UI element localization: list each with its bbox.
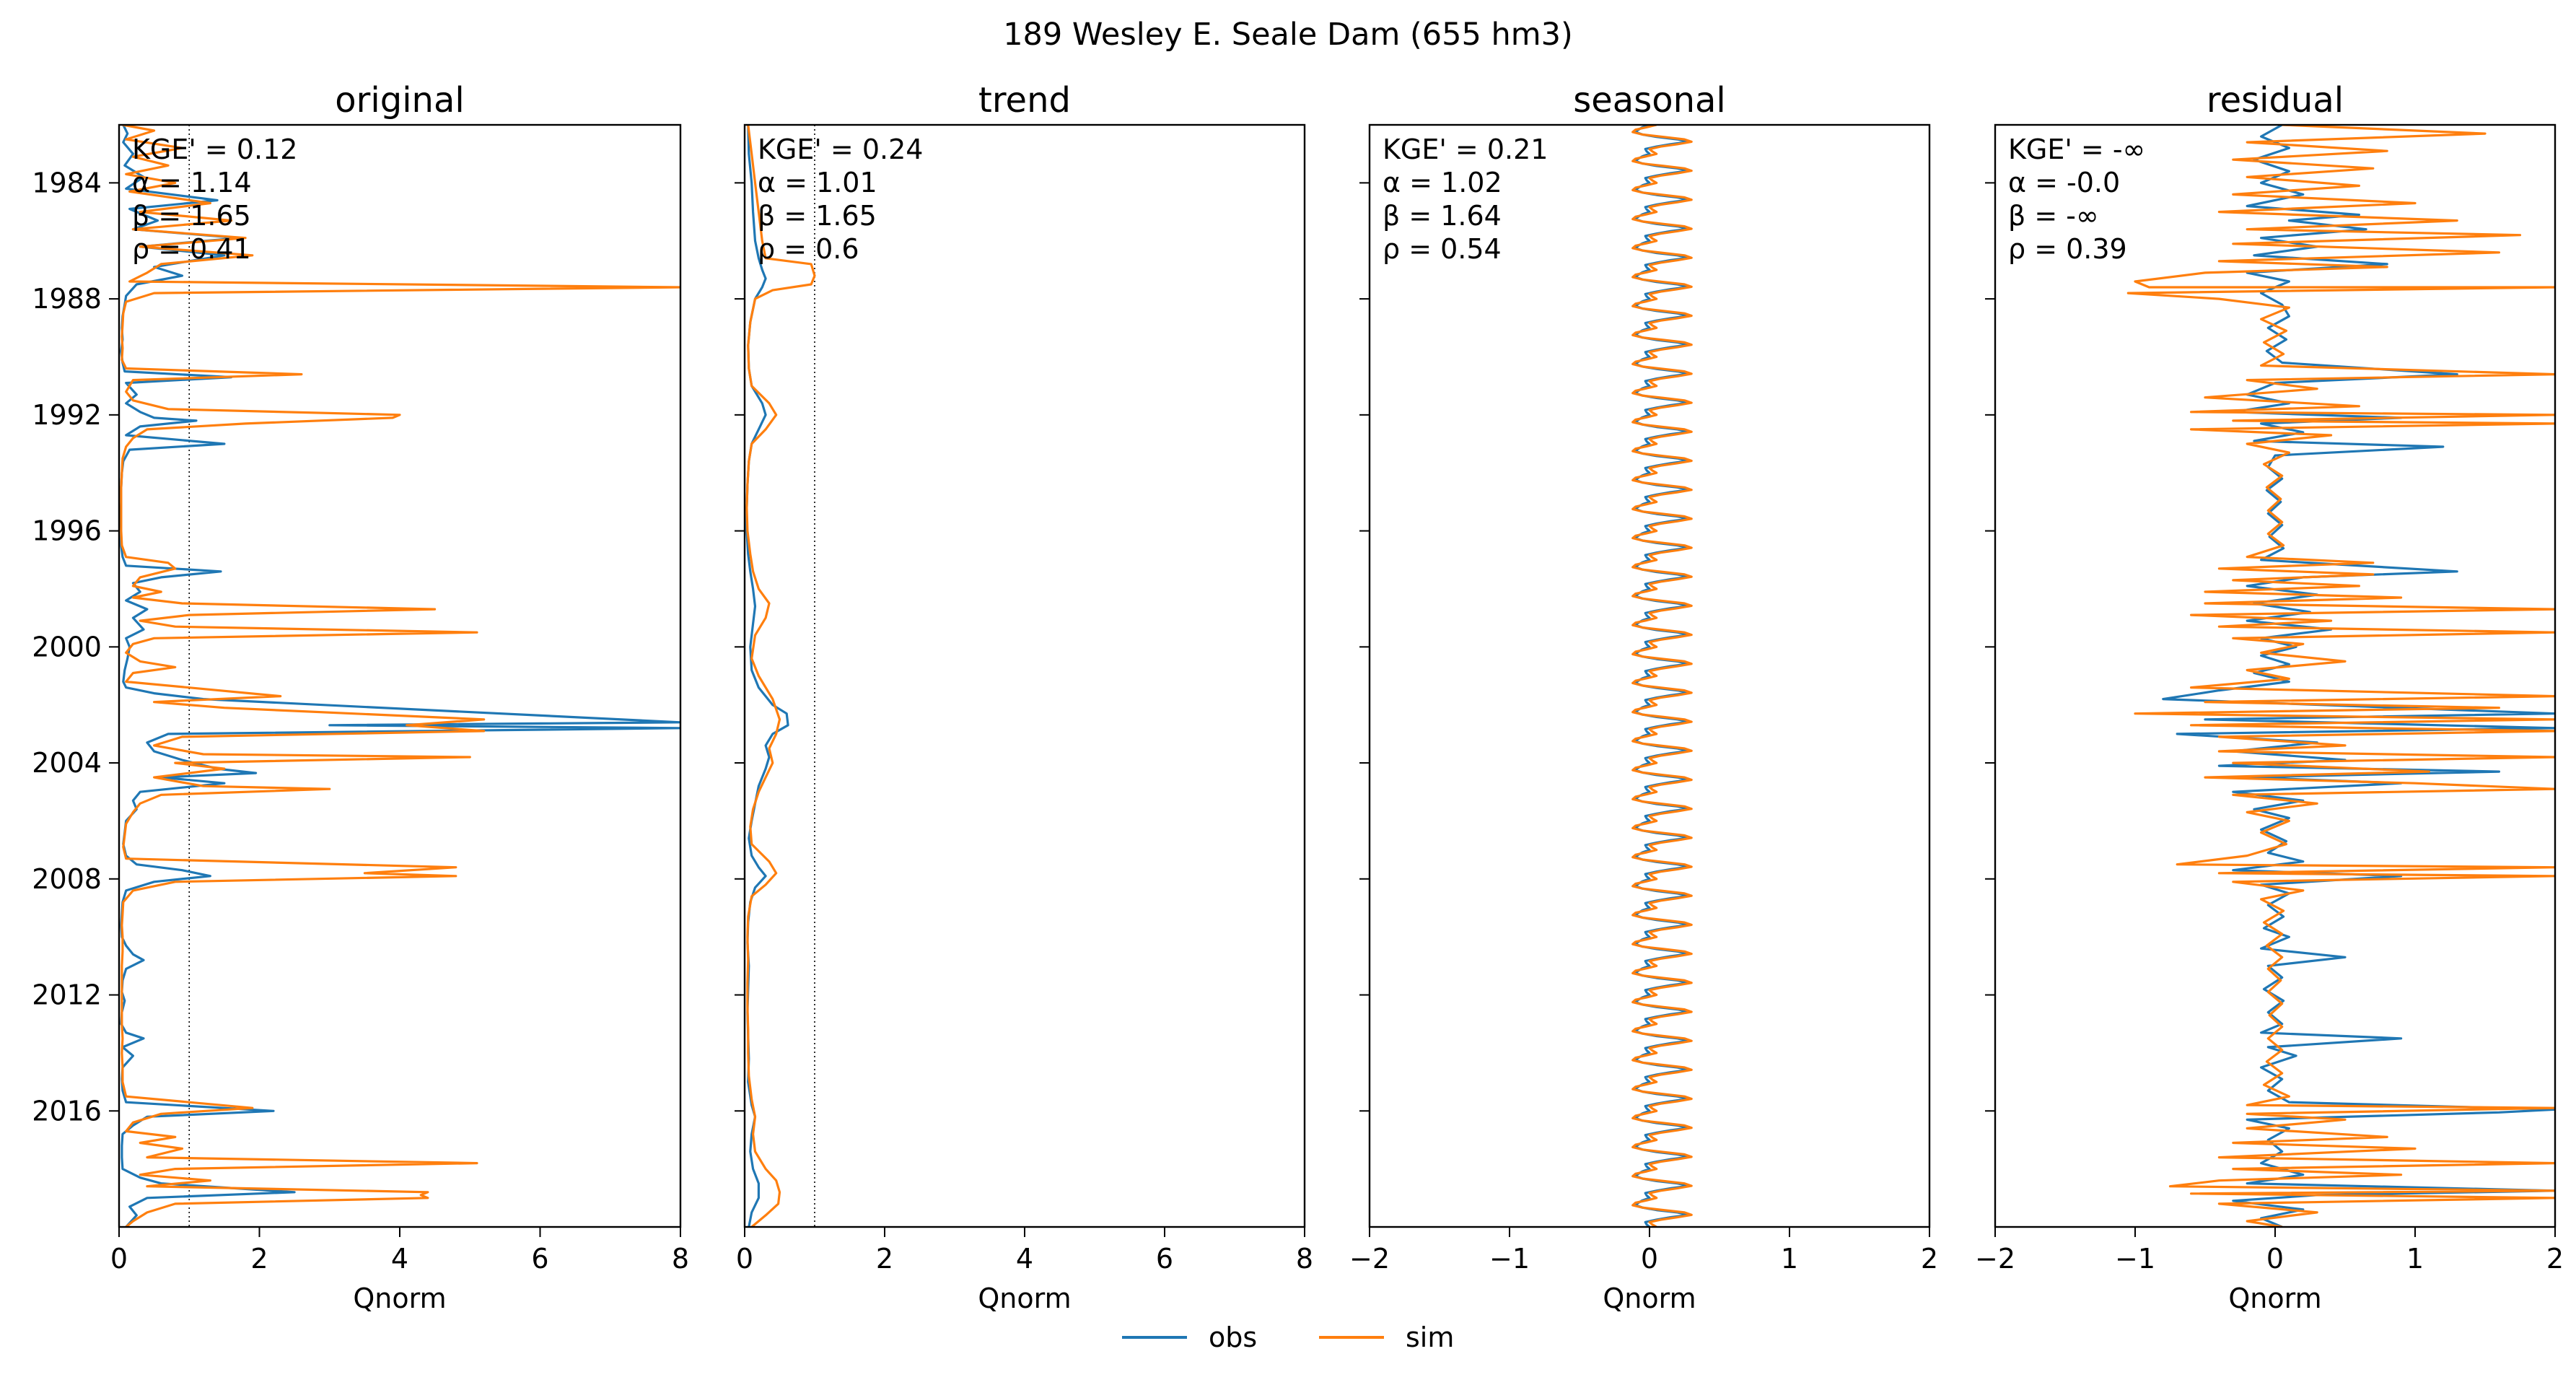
stat-text: KGE' = -∞ [2008,134,2145,165]
stat-text: α = 1.14 [132,167,252,198]
panel-title: residual [2207,80,2344,121]
panel-original: original 0 2 4 6 8 Qnorm 1984 1988 1992 1996 2000 20… [32,80,689,1314]
x-tick-label: −2 [1349,1243,1390,1275]
stat-text: α = -0.0 [2008,167,2120,198]
x-tick-label: 0 [1641,1243,1658,1275]
y-tick-label: 2004 [32,747,102,779]
panel-residual: residual −2 −1 0 1 2 Qnorm KGE' = -∞α = -0.0β =… [1975,80,2564,1314]
stat-text: β = -∞ [2008,200,2099,232]
y-tick-label: 1996 [32,515,102,547]
stat-text: ρ = 0.54 [1383,233,1502,265]
x-axis-label: Qnorm [353,1283,446,1314]
stat-text: ρ = 0.6 [758,233,859,265]
stat-text: KGE' = 0.12 [132,134,297,165]
panel-title: original [335,80,464,121]
x-axis-label: Qnorm [1603,1283,1696,1314]
x-tick-label: 8 [672,1243,689,1275]
stat-text: β = 1.65 [132,200,251,232]
y-tick-label: 1984 [32,167,102,198]
stat-text: α = 1.01 [758,167,877,198]
x-tick-label: 2 [876,1243,893,1275]
panel-seasonal: seasonal −2 −1 0 1 2 Qnorm KGE' = 0.21α = 1.02β… [1349,80,1938,1314]
y-tick-label: 2000 [32,631,102,663]
y-tick-label: 2016 [32,1095,102,1127]
x-axis-label: Qnorm [2228,1283,2321,1314]
panel-trend: trend 0 2 4 6 8 Qnorm KGE' = 0.24α = 1.01β = 1.… [735,80,1313,1314]
x-tick-label: 1 [2406,1243,2424,1275]
panel-frame [118,123,682,1228]
legend-sim-label: sim [1406,1321,1454,1353]
panel-frame [1368,123,1931,1228]
x-tick-label: 2 [1921,1243,1938,1275]
legend-obs-label: obs [1209,1321,1257,1353]
stat-text: α = 1.02 [1383,167,1502,198]
x-tick-label: 4 [1016,1243,1033,1275]
plot-area [119,125,680,1227]
series-sim-line [1631,125,1693,1227]
x-tick-label: 8 [1296,1243,1313,1275]
stat-text: ρ = 0.41 [132,233,251,265]
series-sim-line [745,125,816,1227]
x-tick-label: 2 [250,1243,268,1275]
y-tick-label: 1988 [32,283,102,315]
series-sim-line [2126,125,2555,1227]
x-tick-label: 2 [2546,1243,2564,1275]
y-tick-label: 2008 [32,863,102,895]
x-tick-label: −2 [1975,1243,2015,1275]
x-tick-label: 6 [1156,1243,1173,1275]
y-tick-label: 2012 [32,979,102,1011]
panel-frame [1994,123,2557,1228]
x-tick-label: 0 [2266,1243,2284,1275]
x-tick-label: −1 [1489,1243,1530,1275]
x-axis-label: Qnorm [978,1283,1071,1314]
x-tick-label: 0 [736,1243,753,1275]
x-tick-label: 0 [110,1243,128,1275]
plot-area [745,125,816,1227]
x-tick-label: 6 [531,1243,548,1275]
stat-text: KGE' = 0.24 [758,134,923,165]
figure-title: 189 Wesley E. Seale Dam (655 hm3) [1003,17,1573,53]
x-tick-label: 4 [391,1243,408,1275]
stat-text: β = 1.64 [1383,200,1502,232]
plot-area [2126,125,2555,1227]
stat-text: ρ = 0.39 [2008,233,2127,265]
stat-text: KGE' = 0.21 [1383,134,1548,165]
panel-title: seasonal [1573,80,1726,121]
panel-frame [743,123,1306,1228]
series-sim-line [120,125,680,1227]
y-tick-label: 1992 [32,399,102,431]
stat-text: β = 1.65 [758,200,877,232]
x-tick-label: −1 [2115,1243,2155,1275]
x-tick-label: 1 [1781,1243,1798,1275]
plot-area [1631,125,1693,1227]
legend: obs sim [1122,1321,1454,1353]
panel-title: trend [978,80,1071,121]
